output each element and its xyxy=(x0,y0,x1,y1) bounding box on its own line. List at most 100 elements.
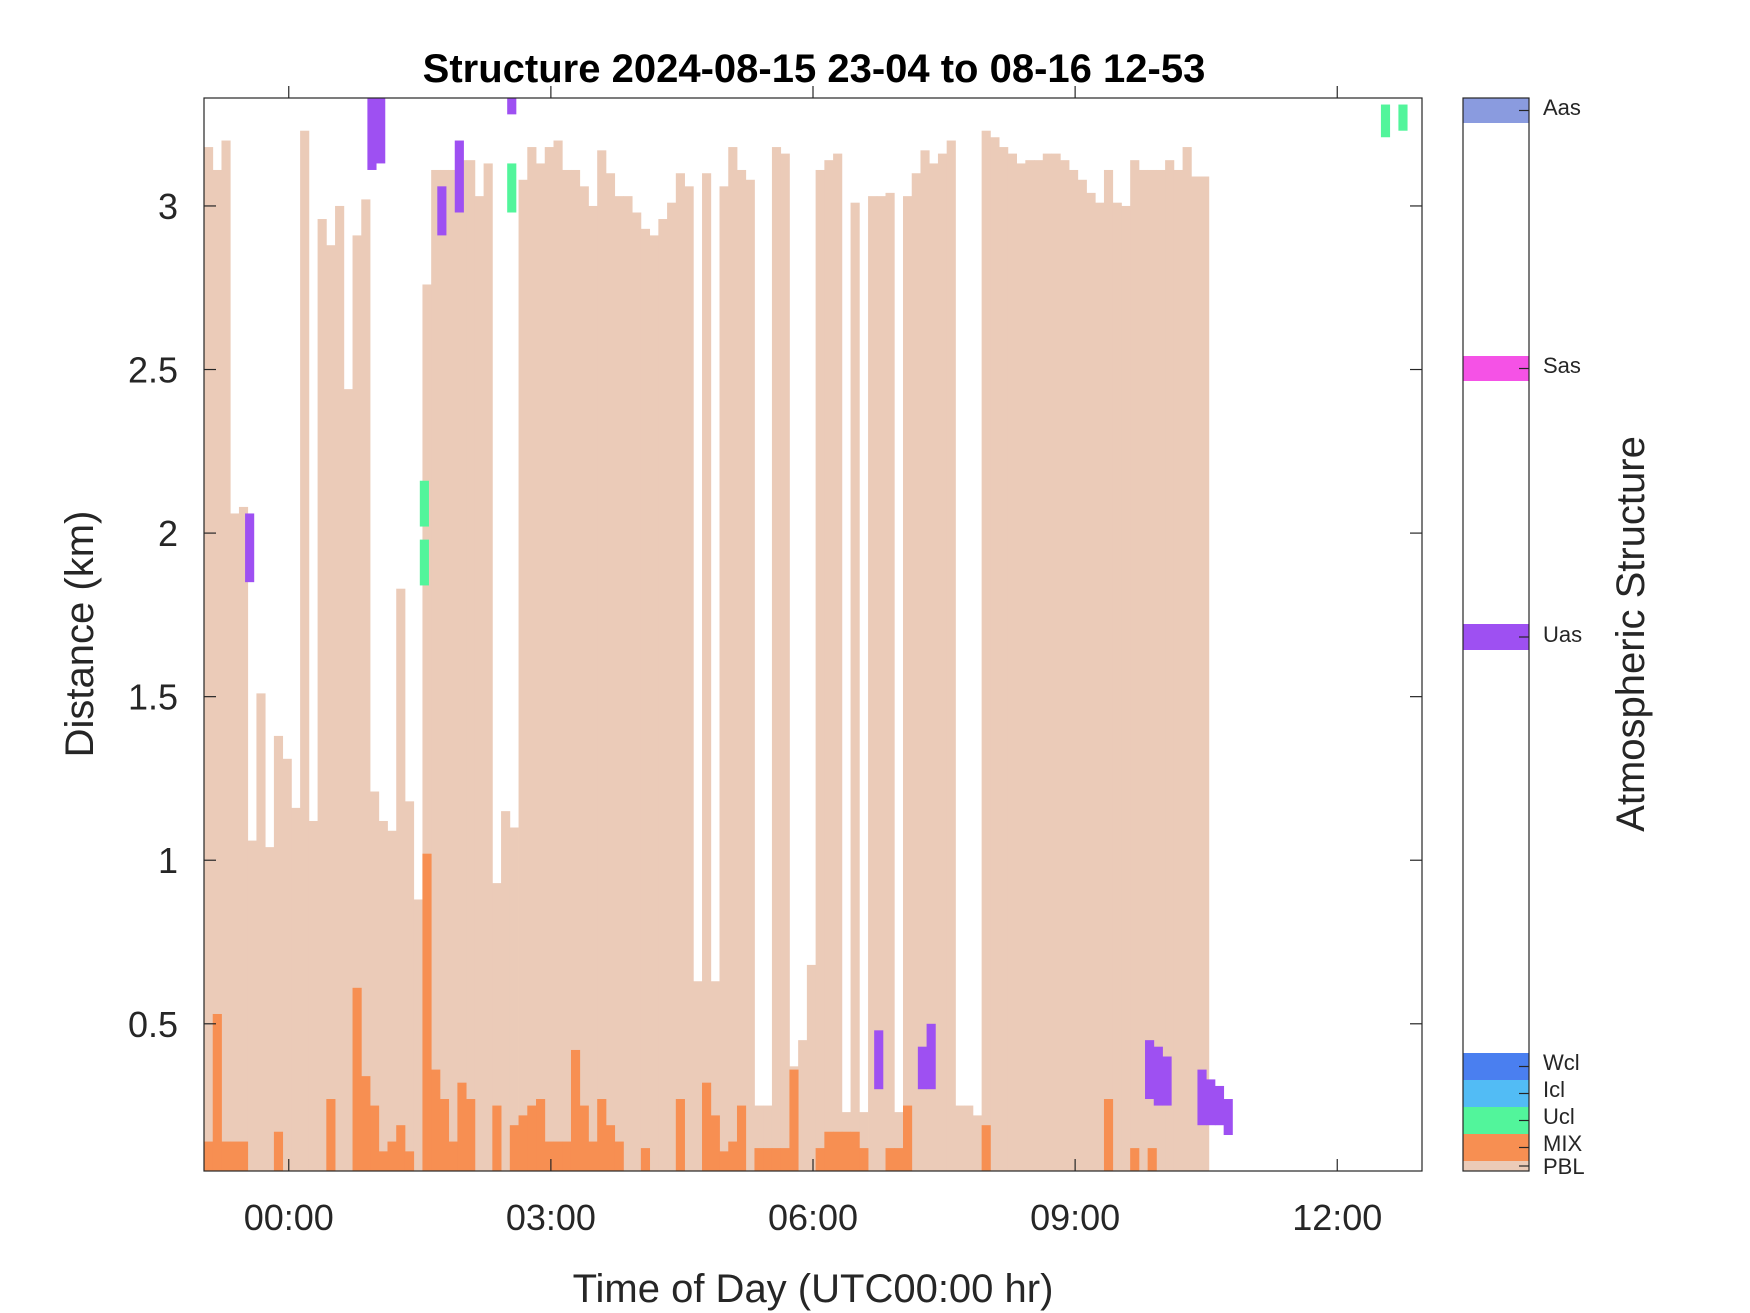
pbl-cell xyxy=(920,150,930,1172)
colorbar-segment xyxy=(1463,624,1529,650)
pbl-cell xyxy=(736,169,747,1172)
mix-cell xyxy=(841,1131,851,1171)
mix-cell xyxy=(859,1148,869,1171)
pbl-cell xyxy=(204,147,214,1171)
pbl-cell xyxy=(579,186,589,1171)
y-tick-label: 2 xyxy=(158,513,178,554)
mix-cell xyxy=(536,1099,546,1171)
mix-cell xyxy=(570,1049,581,1171)
pbl-cell xyxy=(265,847,275,1171)
pbl-layer xyxy=(204,130,1210,1172)
colorbar-segments xyxy=(1463,98,1529,1171)
mix-cell xyxy=(204,1141,214,1171)
mix-cell xyxy=(1130,1148,1140,1171)
pbl-cell xyxy=(308,820,318,1171)
pbl-cell xyxy=(833,153,843,1172)
y-axis-label: Distance (km) xyxy=(58,511,102,758)
pbl-cell xyxy=(247,840,257,1171)
pbl-cell xyxy=(282,758,292,1171)
mix-cell xyxy=(221,1141,231,1171)
y-tick-label: 1.5 xyxy=(128,677,178,718)
colorbar-tick-label: Wcl xyxy=(1543,1050,1580,1075)
pbl-cell xyxy=(911,173,921,1172)
colorbar-tick-label: Icl xyxy=(1543,1077,1565,1102)
mix-cell xyxy=(518,1115,528,1171)
pbl-cell xyxy=(1103,169,1114,1172)
pbl-cell xyxy=(605,173,616,1172)
mix-cell xyxy=(562,1141,572,1171)
pbl-cell xyxy=(981,130,991,1172)
pbl-cell xyxy=(457,160,467,1171)
uas-cell xyxy=(367,98,377,170)
pbl-cell xyxy=(544,147,554,1171)
pbl-cell xyxy=(859,1112,869,1171)
pbl-cell xyxy=(850,202,860,1171)
pbl-cell xyxy=(1086,192,1096,1171)
colorbar-segment xyxy=(1463,1080,1529,1107)
colorbar-label: Atmospheric Structure xyxy=(1609,436,1653,832)
pbl-cell xyxy=(597,150,607,1172)
mix-cell xyxy=(675,1099,685,1171)
pbl-cell xyxy=(868,196,878,1171)
pbl-cell xyxy=(439,169,450,1172)
pbl-cell xyxy=(562,169,572,1172)
pbl-cell xyxy=(684,186,694,1171)
ucl-layer xyxy=(419,104,1408,586)
mix-cell xyxy=(728,1141,738,1171)
pbl-cell xyxy=(946,140,956,1171)
pbl-cell xyxy=(1156,169,1166,1172)
pbl-cell xyxy=(422,284,432,1172)
pbl-cell xyxy=(335,205,345,1171)
pbl-cell xyxy=(1191,176,1201,1171)
uas-cell xyxy=(874,1030,884,1090)
pbl-cell xyxy=(509,827,519,1171)
pbl-cell xyxy=(719,186,729,1171)
pbl-cell xyxy=(518,179,528,1171)
uas-cell xyxy=(1145,1040,1155,1100)
ucl-cell xyxy=(419,480,429,527)
colorbar-tick-label: MIX xyxy=(1543,1131,1582,1156)
uas-cell xyxy=(1162,1056,1172,1106)
colorbar-segment xyxy=(1463,1134,1529,1161)
uas-cell xyxy=(245,513,255,583)
pbl-cell xyxy=(1200,176,1210,1171)
pbl-cell xyxy=(667,202,677,1171)
uas-cell xyxy=(454,140,464,213)
pbl-cell xyxy=(474,196,484,1171)
pbl-cell xyxy=(990,137,1000,1171)
pbl-cell xyxy=(1060,160,1070,1171)
colorbar-tick-label: Uas xyxy=(1543,622,1582,647)
pbl-cell xyxy=(693,981,703,1171)
pbl-cell xyxy=(999,147,1009,1171)
mix-cell xyxy=(431,1069,441,1171)
mix-cell xyxy=(448,1141,458,1171)
mix-cell xyxy=(544,1141,554,1171)
pbl-cell xyxy=(221,140,231,1171)
x-tick-label: 06:00 xyxy=(768,1197,858,1238)
pbl-cell xyxy=(413,899,423,1171)
pbl-cell xyxy=(238,506,249,1171)
pbl-cell xyxy=(588,205,598,1171)
pbl-cell xyxy=(326,245,336,1171)
y-tick-label: 3 xyxy=(158,186,178,227)
y-tick-label: 0.5 xyxy=(128,1004,178,1045)
mix-cell xyxy=(422,853,432,1171)
pbl-cell xyxy=(1130,160,1140,1171)
pbl-cell xyxy=(1095,202,1105,1171)
mix-cell xyxy=(387,1141,397,1171)
pbl-cell xyxy=(466,160,476,1171)
mix-cell xyxy=(273,1131,284,1171)
mix-cell xyxy=(789,1069,799,1171)
pbl-cell xyxy=(1069,169,1079,1172)
pbl-cell xyxy=(903,196,913,1171)
mix-cell xyxy=(815,1148,825,1171)
ucl-cell xyxy=(1380,104,1391,138)
uas-cell xyxy=(437,186,447,236)
pbl-cell xyxy=(1051,153,1061,1172)
pbl-cell xyxy=(448,169,458,1172)
pbl-cell xyxy=(230,513,240,1171)
pbl-cell xyxy=(1173,169,1183,1172)
pbl-cell xyxy=(649,235,659,1171)
mix-cell xyxy=(457,1082,467,1171)
